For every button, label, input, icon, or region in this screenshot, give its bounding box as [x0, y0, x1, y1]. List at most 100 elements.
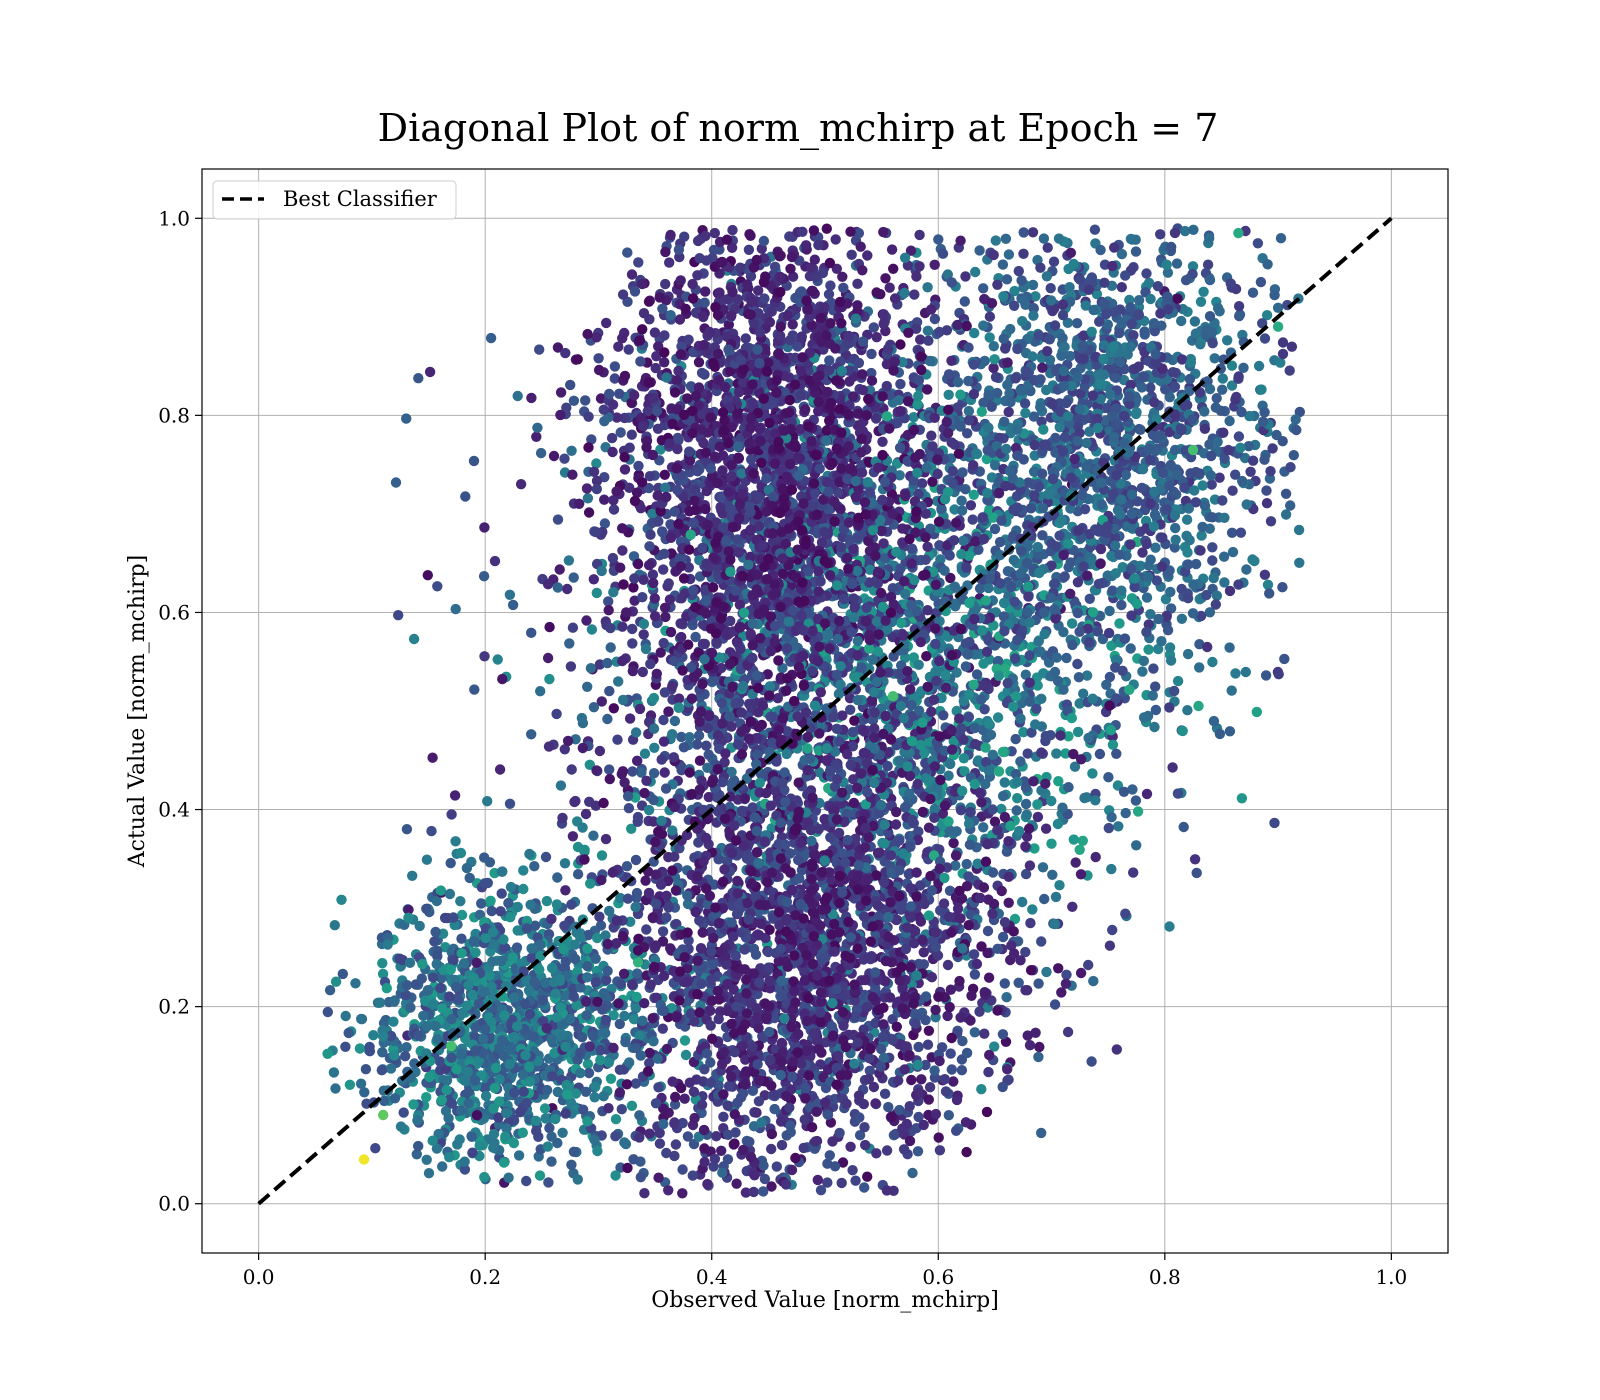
- data-point: [999, 978, 1010, 989]
- data-point: [1094, 748, 1106, 760]
- data-point: [1118, 786, 1130, 797]
- data-point: [478, 571, 490, 582]
- data-point: [989, 354, 1000, 365]
- data-point: [1067, 901, 1078, 912]
- data-point: [639, 748, 651, 759]
- data-point: [456, 933, 467, 944]
- data-point: [976, 694, 987, 705]
- data-point: [837, 271, 848, 282]
- data-point: [1130, 795, 1142, 806]
- data-point: [330, 976, 342, 987]
- data-point: [968, 359, 979, 370]
- data-point: [673, 693, 685, 704]
- data-point: [1021, 831, 1033, 842]
- data-point: [354, 1043, 366, 1054]
- data-point: [1197, 521, 1208, 533]
- data-point: [1036, 936, 1047, 947]
- data-point: [884, 282, 895, 293]
- data-point: [626, 823, 637, 834]
- data-point: [948, 1076, 959, 1087]
- data-point: [1249, 555, 1260, 567]
- data-point: [1041, 271, 1053, 282]
- data-point: [979, 355, 990, 367]
- data-point: [1036, 416, 1047, 427]
- data-point: [1065, 557, 1076, 568]
- data-point: [912, 1146, 924, 1157]
- data-point: [1247, 287, 1259, 298]
- data-point: [1030, 291, 1041, 302]
- data-point: [1191, 867, 1202, 879]
- data-point: [929, 259, 940, 270]
- data-point: [846, 249, 857, 260]
- data-point: [412, 1115, 423, 1126]
- data-point: [989, 460, 1001, 471]
- data-point: [446, 809, 457, 820]
- data-point: [950, 860, 961, 871]
- data-point: [1162, 267, 1174, 278]
- data-point: [1259, 333, 1271, 344]
- data-point: [1086, 1056, 1097, 1067]
- data-point: [1262, 579, 1274, 590]
- data-point: [1009, 285, 1020, 297]
- data-point: [336, 894, 347, 905]
- data-point: [401, 413, 412, 424]
- data-point: [1075, 967, 1087, 979]
- data-point: [572, 869, 584, 880]
- data-point: [582, 681, 593, 692]
- data-point: [1130, 246, 1142, 257]
- data-point: [1081, 792, 1092, 803]
- data-point: [1288, 450, 1300, 461]
- data-point: [997, 1081, 1008, 1093]
- data-point: [1286, 341, 1298, 352]
- data-point: [1285, 500, 1296, 511]
- data-point: [970, 266, 981, 278]
- data-point: [1033, 978, 1044, 989]
- data-point: [1204, 233, 1215, 244]
- data-point: [390, 477, 402, 488]
- data-point: [881, 359, 893, 370]
- data-point: [476, 898, 487, 909]
- data-point: [324, 985, 336, 996]
- data-point: [956, 505, 968, 516]
- data-point: [993, 655, 1004, 667]
- data-point: [575, 1047, 586, 1059]
- data-point: [936, 503, 947, 514]
- data-point: [1057, 332, 1068, 344]
- data-point: [484, 857, 496, 868]
- data-point: [577, 822, 588, 833]
- data-point: [998, 611, 1010, 622]
- data-point: [988, 341, 999, 352]
- data-point: [1102, 570, 1113, 581]
- data-point: [329, 920, 340, 931]
- data-point: [899, 802, 911, 813]
- data-point: [956, 1065, 968, 1076]
- data-point: [1219, 577, 1230, 588]
- data-point: [1018, 227, 1029, 238]
- data-point: [1049, 320, 1061, 331]
- data-point: [1037, 862, 1049, 873]
- data-point: [1256, 384, 1267, 395]
- data-point: [1211, 590, 1223, 601]
- data-point: [1193, 700, 1204, 712]
- data-point: [976, 1084, 987, 1095]
- data-point: [552, 342, 564, 353]
- data-point: [813, 767, 825, 778]
- data-point: [543, 1177, 554, 1188]
- data-point: [423, 1168, 435, 1179]
- data-point: [918, 947, 929, 958]
- data-point: [555, 780, 567, 791]
- data-point: [1143, 277, 1155, 289]
- data-point: [969, 649, 981, 660]
- data-point: [612, 734, 623, 745]
- data-point: [980, 778, 991, 790]
- data-point: [1002, 379, 1013, 391]
- data-point: [726, 766, 737, 778]
- data-point: [610, 1170, 621, 1181]
- data-point: [430, 926, 441, 938]
- data-point: [1236, 793, 1248, 804]
- data-point: [1264, 588, 1275, 599]
- data-point: [593, 353, 604, 364]
- data-point: [864, 1065, 875, 1077]
- data-point: [984, 332, 995, 343]
- data-point: [696, 978, 707, 989]
